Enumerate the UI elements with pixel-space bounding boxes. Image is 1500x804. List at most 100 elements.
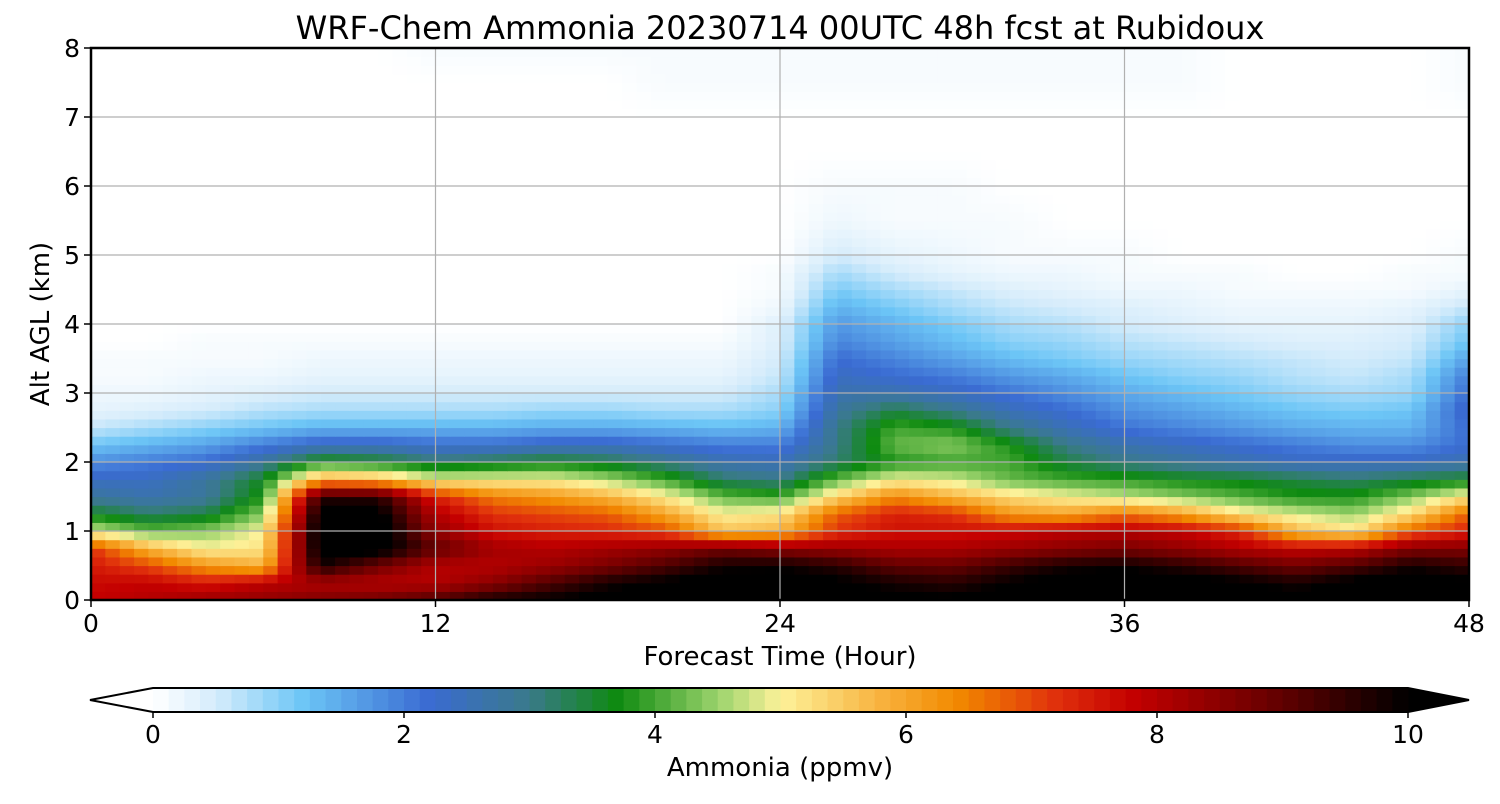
heatmap-cell [636, 384, 652, 394]
heatmap-cell [1282, 289, 1298, 299]
heatmap-cell [191, 298, 207, 308]
heatmap-cell [406, 315, 422, 325]
heatmap-cell [564, 401, 580, 411]
heatmap-cell [263, 177, 279, 187]
heatmap-cell [650, 384, 666, 394]
heatmap-cell [148, 229, 164, 239]
heatmap-cell [119, 168, 135, 178]
heatmap-cell [91, 289, 106, 299]
heatmap-cell [220, 194, 236, 204]
heatmap-cell [1268, 487, 1283, 498]
heatmap-cell [1339, 220, 1355, 230]
heatmap-cell [837, 315, 853, 325]
heatmap-cell [91, 531, 106, 541]
heatmap-cell [765, 324, 781, 334]
heatmap-cell [823, 194, 839, 204]
heatmap-cell [708, 574, 724, 584]
heatmap-cell [105, 384, 121, 394]
heatmap-cell [894, 349, 910, 360]
heatmap-cell [349, 194, 365, 204]
heatmap-cell [851, 401, 867, 411]
heatmap-cell [105, 151, 121, 161]
heatmap-cell [248, 160, 264, 170]
heatmap-cell [1339, 401, 1355, 411]
heatmap-cell [1268, 574, 1283, 584]
heatmap-cell [679, 531, 695, 541]
heatmap-cell [507, 168, 523, 178]
heatmap-cell [593, 453, 609, 463]
heatmap-cell [665, 375, 681, 385]
heatmap-cell [665, 203, 681, 213]
heatmap-cell [349, 522, 365, 532]
heatmap-cell [492, 367, 508, 377]
heatmap-cell [579, 298, 594, 308]
heatmap-cell [1339, 591, 1355, 600]
heatmap-cell [693, 358, 709, 368]
heatmap-cell [1081, 522, 1097, 532]
heatmap-cell [119, 565, 135, 575]
heatmap-cell [1196, 556, 1212, 567]
heatmap-cell [1095, 462, 1111, 472]
heatmap-cell [937, 393, 953, 403]
heatmap-cell [363, 358, 379, 368]
heatmap-cell [1210, 410, 1226, 420]
heatmap-cell [851, 505, 867, 515]
heatmap-cell [722, 203, 738, 213]
heatmap-cell [1282, 591, 1298, 600]
heatmap-cell [1253, 531, 1269, 541]
heatmap-cell [119, 539, 135, 549]
heatmap-cell [679, 556, 695, 567]
heatmap-cell [708, 220, 724, 230]
heatmap-cell [693, 436, 709, 446]
heatmap-cell [1368, 487, 1384, 498]
heatmap-cell [966, 548, 982, 558]
heatmap-cell [248, 186, 264, 196]
heatmap-cell [550, 220, 566, 230]
heatmap-cell [1311, 418, 1327, 429]
heatmap-cell [894, 306, 910, 316]
heatmap-cell [1239, 418, 1255, 429]
heatmap-cell [421, 177, 437, 187]
heatmap-cell [1368, 427, 1384, 437]
heatmap-cell [464, 393, 480, 403]
heatmap-cell [1124, 332, 1140, 342]
heatmap-cell [478, 246, 494, 256]
heatmap-cell [320, 453, 336, 463]
heatmap-cell [1067, 168, 1083, 178]
heatmap-cell [636, 539, 652, 549]
heatmap-cell [1282, 496, 1298, 506]
heatmap-cell [421, 410, 437, 420]
heatmap-cell [1052, 582, 1068, 592]
heatmap-cell [177, 444, 193, 454]
heatmap-cell [736, 591, 752, 600]
heatmap-cell [464, 436, 480, 446]
heatmap-cell [1397, 401, 1413, 411]
heatmap-cell [765, 315, 781, 325]
heatmap-cell [751, 496, 767, 506]
heatmap-cell [263, 151, 279, 161]
heatmap-cell [607, 220, 623, 230]
heatmap-cell [1397, 462, 1413, 472]
heatmap-cell [521, 470, 537, 480]
heatmap-cell [1052, 470, 1068, 480]
heatmap-cell [923, 505, 939, 515]
heatmap-cell [995, 306, 1011, 316]
heatmap-cell [1196, 444, 1212, 454]
heatmap-cell [909, 384, 925, 394]
heatmap-cell [550, 531, 566, 541]
heatmap-cell [134, 556, 150, 567]
heatmap-cell [1052, 211, 1068, 222]
heatmap-cell [579, 263, 594, 273]
heatmap-cell [492, 418, 508, 429]
heatmap-cell [234, 229, 250, 239]
heatmap-cell [1024, 453, 1039, 463]
heatmap-cell [679, 272, 695, 282]
heatmap-cell [780, 513, 795, 523]
heatmap-cell [507, 211, 523, 222]
heatmap-cell [1325, 582, 1341, 592]
heatmap-cell [765, 246, 781, 256]
heatmap-cell [1425, 177, 1441, 187]
heatmap-cell [320, 306, 336, 316]
heatmap-cell [134, 393, 150, 403]
heatmap-cell [1081, 332, 1097, 342]
